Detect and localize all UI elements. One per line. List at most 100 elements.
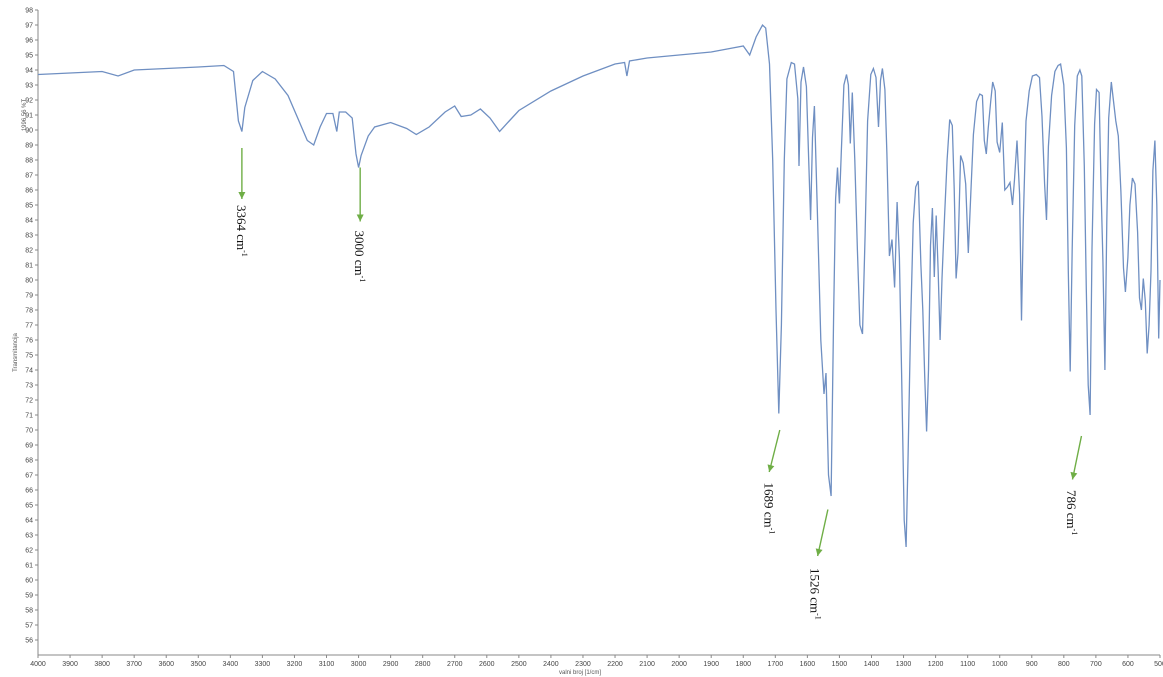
annotation-label: 786 cm-1 — [1064, 490, 1079, 535]
y-tick-label: 67 — [25, 473, 33, 480]
x-tick-label: 2100 — [639, 661, 655, 668]
x-tick-label: 3300 — [255, 661, 271, 668]
y-tick-label: 70 — [25, 428, 33, 435]
x-tick-label: 1900 — [703, 661, 719, 668]
peak-annotation: 3000 cm-1 — [352, 167, 367, 283]
x-tick-label: 3100 — [319, 661, 335, 668]
annotation-arrow-head — [356, 214, 364, 222]
y-tick-label: 62 — [25, 548, 33, 555]
x-tick-label: 1400 — [864, 661, 880, 668]
y-tick-label: 73 — [25, 383, 33, 390]
y-tick-label: 84 — [25, 218, 33, 225]
y-tick-label: 85 — [25, 203, 33, 210]
x-tick-label: 2400 — [543, 661, 559, 668]
peak-annotation: 786 cm-1 — [1064, 435, 1083, 535]
x-tick-label: 800 — [1058, 661, 1070, 668]
x-tick-label: 2700 — [447, 661, 463, 668]
annotation-label: 1526 cm-1 — [808, 568, 823, 620]
y-tick-label: 66 — [25, 488, 33, 495]
peak-annotation: 3364 cm-1 — [234, 148, 249, 257]
x-tick-label: 500 — [1154, 661, 1163, 668]
spectrum-line — [37, 23, 1161, 548]
y-tick-label: 80 — [25, 278, 33, 285]
y-tick-label: 79 — [25, 293, 33, 300]
x-tick-label: 1200 — [928, 661, 944, 668]
annotation-arrow-shaft — [816, 509, 829, 557]
y-tick-label: 97 — [25, 23, 33, 30]
y-tick-label: 96 — [25, 38, 33, 45]
annotation-arrow-shaft — [768, 429, 781, 473]
x-tick-label: 900 — [1026, 661, 1038, 668]
x-tick-label: 1500 — [832, 661, 848, 668]
y-tick-label: 58 — [25, 608, 33, 615]
y-tick-label: 83 — [25, 233, 33, 240]
x-tick-label: 3600 — [158, 661, 174, 668]
y-tick-label: 69 — [25, 443, 33, 450]
x-tick-label: 1800 — [735, 661, 751, 668]
x-tick-label: 2300 — [575, 661, 591, 668]
y-tick-label: 63 — [25, 533, 33, 540]
annotation-label: 3364 cm-1 — [234, 205, 249, 257]
y-tick-label: 87 — [25, 173, 33, 180]
y-tick-label: 68 — [25, 458, 33, 465]
x-tick-label: 2200 — [607, 661, 623, 668]
peak-annotation: 1689 cm-1 — [762, 429, 781, 535]
y-tick-label: 78 — [25, 308, 33, 315]
x-tick-label: 2000 — [671, 661, 687, 668]
y-axis-label: Transmitancija — [13, 332, 19, 371]
x-tick-label: 3700 — [126, 661, 142, 668]
y-tick-label: 72 — [25, 398, 33, 405]
x-tick-label: 1600 — [800, 661, 816, 668]
y-tick-label: 77 — [25, 323, 33, 330]
x-tick-label: 3200 — [287, 661, 303, 668]
x-tick-label: 3800 — [94, 661, 110, 668]
y-tick-label: 95 — [25, 53, 33, 60]
axes — [37, 10, 1160, 656]
y-tick-label: 56 — [25, 638, 33, 645]
annotation-arrow-head — [1070, 471, 1078, 480]
x-tick-label: 1300 — [896, 661, 912, 668]
annotation-arrow-head — [815, 548, 823, 556]
y-tick-label: 59 — [25, 593, 33, 600]
annotation-arrow-shaft — [1071, 435, 1083, 480]
y-tick-label: 93 — [25, 83, 33, 90]
y-tick-label: 92 — [25, 98, 33, 105]
y-tick-label: 94 — [25, 68, 33, 75]
y-tick-label: 88 — [25, 158, 33, 165]
y-tick-label: 86 — [25, 188, 33, 195]
y-tick-label: 91 — [25, 113, 33, 120]
x-tick-label: 2900 — [383, 661, 399, 668]
x-tick-label: 2600 — [479, 661, 495, 668]
y-tick-label: 74 — [25, 368, 33, 375]
x-tick-label: 3400 — [223, 661, 239, 668]
x-axis-label: valni broj [1/cm] — [559, 670, 601, 676]
x-tick-label: 600 — [1122, 661, 1134, 668]
x-tick-labels: 4000 3900 3800 3700 3600 3500 3400 3300 3200 3100… — [30, 655, 1163, 668]
y-tick-label: 76 — [25, 338, 33, 345]
x-tick-label: 3900 — [62, 661, 78, 668]
x-tick-label: 1100 — [960, 661, 975, 668]
annotation-label: 1689 cm-1 — [762, 483, 777, 535]
y-tick-label: 57 — [25, 623, 33, 630]
y-tick-label: 98 — [25, 8, 33, 15]
x-tick-label: 3000 — [351, 661, 367, 668]
annotation-label: 3000 cm-1 — [352, 231, 367, 283]
y-tick-label: 71 — [25, 413, 33, 420]
peak-annotation: 1526 cm-1 — [808, 509, 829, 620]
x-tick-label: 1700 — [768, 661, 784, 668]
x-tick-label: 1000 — [992, 661, 1008, 668]
y-tick-label: 61 — [25, 563, 33, 570]
y-tick-label: 90 — [25, 128, 33, 135]
y-tick-label: 81 — [25, 263, 33, 270]
annotation-arrow-head — [767, 464, 775, 472]
x-tick-label: 4000 — [30, 661, 46, 668]
y-tick-label: 89 — [25, 143, 33, 150]
y-tick-label: 64 — [25, 518, 33, 525]
peak-annotations: 3364 cm-1 3000 cm-1 1689 cm-1 1526 cm-1 786 … — [234, 148, 1083, 620]
y-tick-label: 65 — [25, 503, 33, 510]
y-tick-labels: 56 57 58 59 60 61 62 63 64 65 66 67 68 69 70 71 72 73 74 75… — [25, 8, 38, 645]
x-tick-label: 700 — [1090, 661, 1102, 668]
x-tick-label: 2500 — [511, 661, 527, 668]
y-tick-label: 60 — [25, 578, 33, 585]
